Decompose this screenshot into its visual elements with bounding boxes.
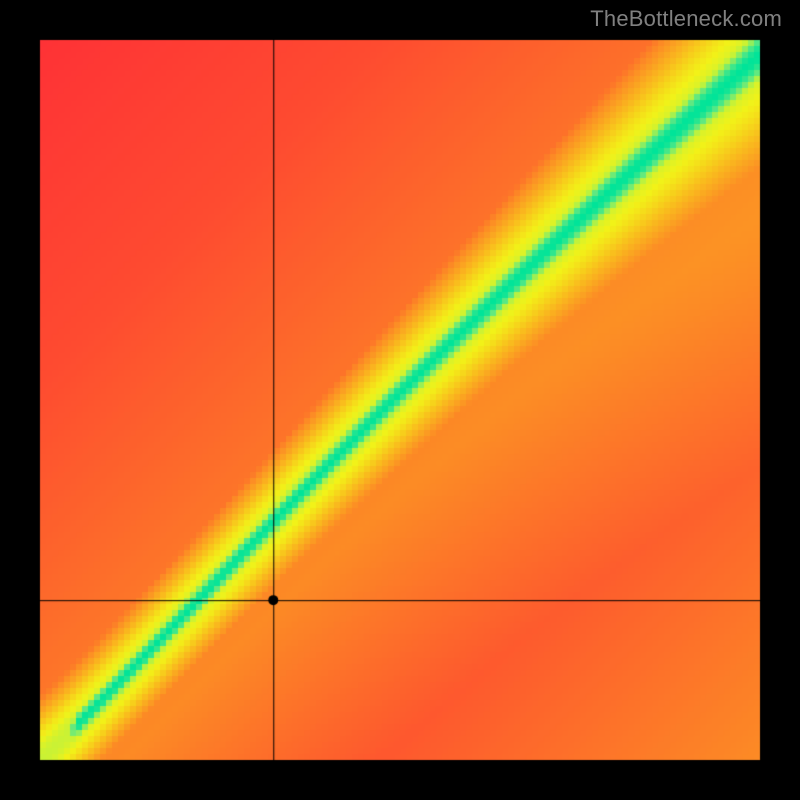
chart-container: TheBottleneck.com — [0, 0, 800, 800]
watermark-text: TheBottleneck.com — [590, 6, 782, 32]
bottleneck-heatmap-canvas — [0, 0, 800, 800]
